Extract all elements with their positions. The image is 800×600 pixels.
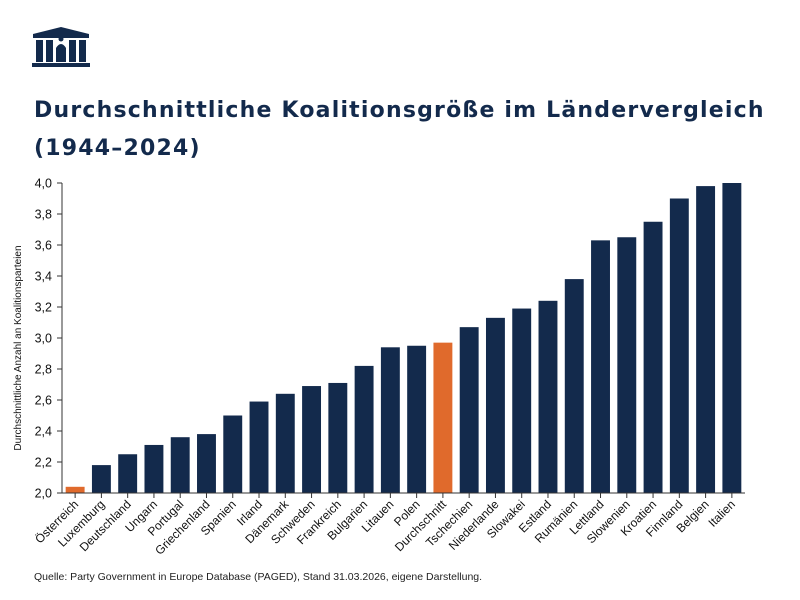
bar bbox=[249, 401, 269, 493]
bar bbox=[512, 308, 532, 493]
bar bbox=[354, 365, 374, 493]
bar bbox=[144, 444, 164, 493]
y-tick-label: 2,0 bbox=[35, 487, 52, 501]
y-tick-label: 3,8 bbox=[35, 208, 52, 222]
bar bbox=[538, 300, 558, 493]
bar bbox=[591, 240, 610, 493]
bar bbox=[302, 386, 322, 493]
y-tick-label: 4,0 bbox=[35, 177, 52, 191]
bar bbox=[197, 434, 216, 493]
y-tick-label: 3,0 bbox=[35, 332, 52, 346]
bar bbox=[722, 183, 742, 493]
bar bbox=[65, 486, 85, 493]
parliament-logo-icon bbox=[32, 27, 90, 67]
bar bbox=[617, 237, 637, 493]
y-tick-label: 2,2 bbox=[35, 456, 52, 470]
y-tick-label: 2,8 bbox=[35, 363, 52, 377]
chart-title: Durchschnittliche Koalitionsgröße im Län… bbox=[34, 98, 765, 161]
bar bbox=[407, 345, 427, 493]
bar bbox=[223, 415, 243, 493]
y-tick-label: 2,4 bbox=[35, 425, 52, 439]
bar bbox=[91, 465, 111, 493]
y-axis-label: Durchschnittliche Anzahl an Koalitionspa… bbox=[13, 245, 24, 450]
bar bbox=[485, 317, 505, 493]
bar bbox=[328, 382, 348, 493]
bar bbox=[433, 342, 453, 493]
bar bbox=[118, 454, 138, 493]
bar bbox=[669, 198, 689, 493]
bar bbox=[459, 327, 479, 493]
bar bbox=[380, 347, 400, 493]
bar bbox=[696, 186, 716, 493]
source-note: Quelle: Party Government in Europe Datab… bbox=[34, 571, 483, 583]
y-tick-label: 3,2 bbox=[35, 301, 52, 315]
y-tick-label: 3,6 bbox=[35, 239, 52, 253]
x-tick-label: Italien bbox=[705, 497, 738, 530]
bar bbox=[170, 437, 190, 493]
y-tick-label: 2,6 bbox=[35, 394, 52, 408]
bar bbox=[564, 279, 584, 493]
bar bbox=[275, 393, 295, 493]
bar bbox=[643, 221, 663, 493]
y-tick-label: 3,4 bbox=[35, 270, 52, 284]
